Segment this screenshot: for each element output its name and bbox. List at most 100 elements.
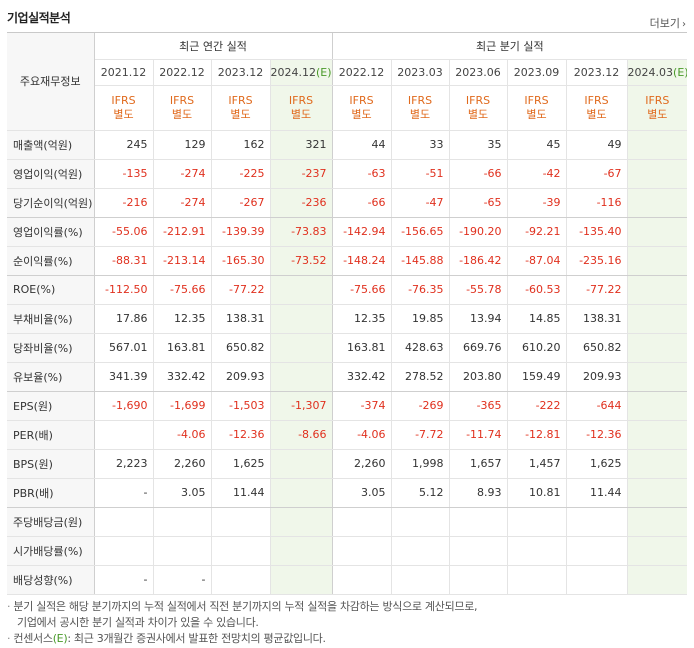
table-row: 영업이익(억원) -135 -274 -225 -237 -63 -51 -66 -42 -67 [7,159,688,189]
footnotes: · 분기 실적은 해당 분기까지의 누적 실적에서 직전 분기까지의 누적 실적… [7,599,478,647]
quarter-value-cell: -190.20 [449,217,508,247]
chevron-right-icon: › [682,19,686,30]
quarter-value-cell: 1,998 [391,449,450,479]
ifrs-badge: IFRS 별도 [153,85,212,131]
quarter-value-cell [566,536,628,566]
annual-value-cell: 163.81 [153,333,212,363]
annual-value-cell: -12.36 [211,420,271,450]
quarter-value-cell: -42 [507,159,567,189]
top-divider [7,32,687,33]
quarter-value-cell: 14.85 [507,304,567,334]
table-row: 배당성향(%) - - [7,565,688,595]
annual-value-cell [211,565,271,595]
quarter-value-cell: -269 [391,391,450,421]
quarter-period-header-text: 2022.12 [338,65,385,79]
annual-value-cell [270,478,333,508]
annual-value-cell: -135 [94,159,154,189]
quarter-value-cell [627,420,688,450]
quarter-value-cell [627,391,688,421]
quarter-value-cell: -60.53 [507,275,567,305]
annual-value-cell: 3.05 [153,478,212,508]
annual-value-cell: -1,307 [270,391,333,421]
annual-value-cell: 650.82 [211,333,271,363]
quarter-value-cell [332,507,392,537]
quarter-period-header: 2022.12 [332,59,392,86]
quarter-value-cell [627,507,688,537]
quarter-value-cell: -142.94 [332,217,392,247]
table-row: 부채비율(%) 17.86 12.35 138.31 12.35 19.85 13.94 14… [7,304,688,334]
row-label: 매출액(억원) [7,130,95,160]
annual-period-header: 2021.12 [94,59,154,86]
quarter-value-cell: 11.44 [566,478,628,508]
quarter-value-cell: 610.20 [507,333,567,363]
annual-value-cell [270,565,333,595]
table-row: 당좌비율(%) 567.01 163.81 650.82 163.81 428.63 669… [7,333,688,363]
table-row: 당기순이익(억원) -216 -274 -267 -236 -66 -47 -65 -39 -11… [7,188,688,218]
quarter-value-cell: 49 [566,130,628,160]
quarter-value-cell: -77.22 [566,275,628,305]
quarter-value-cell: 1,457 [507,449,567,479]
annual-period-header-text: 2024.12 [270,65,317,79]
annual-value-cell: -75.66 [153,275,212,305]
row-label: 당기순이익(억원) [7,188,95,218]
annual-value-cell: -165.30 [211,246,271,276]
annual-value-cell: -55.06 [94,217,154,247]
annual-value-cell: -4.06 [153,420,212,450]
ifrs-badge: IFRS 별도 [332,85,392,131]
annual-value-cell: 332.42 [153,362,212,392]
quarter-value-cell [627,565,688,595]
annual-period-header: 2023.12 [211,59,271,86]
ifrs-badge: IFRS 별도 [211,85,271,131]
bullet-icon: · [7,600,14,613]
quarter-value-cell [332,536,392,566]
ifrs-type-label: 별도 [647,107,668,121]
quarter-period-header: 2023.03 [391,59,450,86]
annual-value-cell [211,536,271,566]
annual-value-cell: 138.31 [211,304,271,334]
row-label: EPS(원) [7,391,95,421]
quarter-value-cell [507,565,567,595]
quarter-value-cell [627,304,688,334]
row-label: 영업이익(억원) [7,159,95,189]
quarter-value-cell [627,246,688,276]
row-label: 영업이익률(%) [7,217,95,247]
annual-period-header: 2022.12 [153,59,212,86]
annual-period-header-text: 2023.12 [217,65,264,79]
quarter-period-header-text: 2023.12 [573,65,620,79]
row-label: 시가배당률(%) [7,536,95,566]
quarter-value-cell: -76.35 [391,275,450,305]
quarter-value-cell: 35 [449,130,508,160]
annual-value-cell: -73.52 [270,246,333,276]
quarter-period-header: 2024.03(E) [627,59,688,86]
quarter-period-header: 2023.09 [507,59,567,86]
quarter-value-cell: -135.40 [566,217,628,247]
quarter-value-cell: -7.72 [391,420,450,450]
annual-value-cell [270,536,333,566]
ifrs-badge: IFRS 별도 [449,85,508,131]
quarter-value-cell: -365 [449,391,508,421]
ifrs-badge: IFRS 별도 [94,85,154,131]
annual-value-cell: 162 [211,130,271,160]
table-row: 유보율(%) 341.39 332.42 209.93 332.42 278.52 203.… [7,362,688,392]
quarter-value-cell [627,536,688,566]
quarter-value-cell: -644 [566,391,628,421]
row-label: 주당배당금(원) [7,507,95,537]
annual-value-cell: -274 [153,159,212,189]
annual-value-cell: - [153,565,212,595]
quarter-value-cell: -67 [566,159,628,189]
quarter-value-cell: -55.78 [449,275,508,305]
annual-value-cell: -112.50 [94,275,154,305]
annual-value-cell: - [94,565,154,595]
ifrs-type-label: 별도 [290,107,312,121]
ifrs-label: IFRS [645,93,670,107]
quarter-value-cell: 428.63 [391,333,450,363]
ifrs-badge: IFRS 별도 [566,85,628,131]
ifrs-type-label: 별도 [409,107,431,121]
ifrs-badge: IFRS 별도 [391,85,450,131]
annual-value-cell: -77.22 [211,275,271,305]
quarter-value-cell: -156.65 [391,217,450,247]
annual-value-cell: -236 [270,188,333,218]
more-link[interactable]: 더보기 › [650,15,686,31]
quarter-value-cell: 163.81 [332,333,392,363]
note-3-rest: : 최근 3개월간 증권사에서 발표한 전망치의 평균값입니다. [67,632,326,645]
